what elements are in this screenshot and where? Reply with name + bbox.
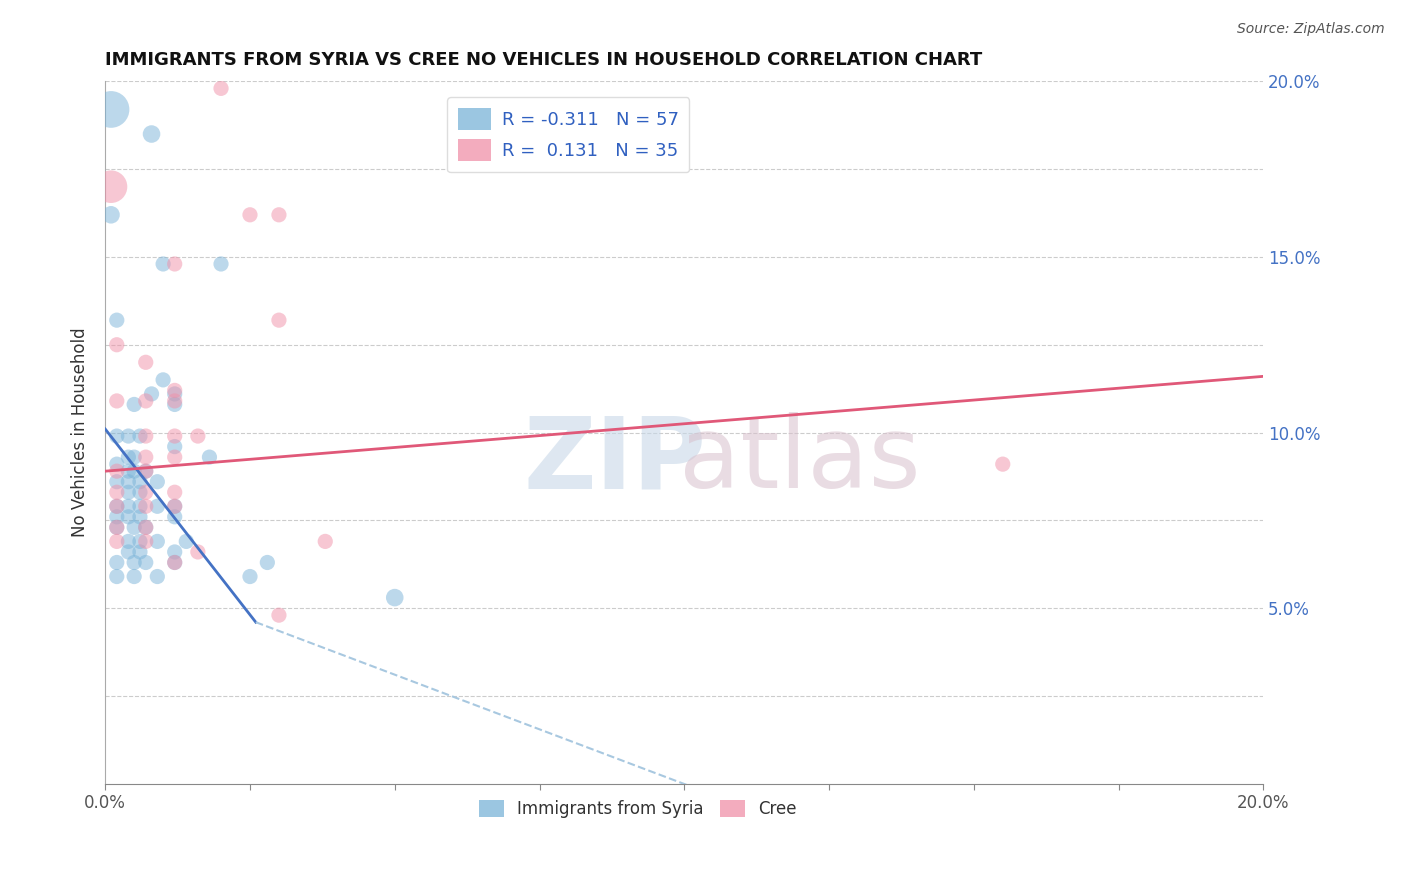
Y-axis label: No Vehicles in Household: No Vehicles in Household <box>72 327 89 537</box>
Point <box>174 534 197 549</box>
Point <box>163 429 186 443</box>
Point <box>146 500 169 514</box>
Text: Source: ZipAtlas.com: Source: ZipAtlas.com <box>1237 22 1385 37</box>
Point <box>105 556 128 570</box>
Point <box>239 208 262 222</box>
Point <box>129 509 152 524</box>
Point <box>163 393 186 408</box>
Point <box>105 520 128 534</box>
Point <box>163 509 186 524</box>
Point <box>122 569 145 583</box>
Point <box>117 475 139 489</box>
Point <box>314 534 336 549</box>
Point <box>100 103 122 117</box>
Point <box>135 520 157 534</box>
Point <box>122 520 145 534</box>
Point <box>117 500 139 514</box>
Point <box>135 429 157 443</box>
Point <box>256 556 278 570</box>
Point <box>117 545 139 559</box>
Point <box>105 313 128 327</box>
Point <box>135 520 157 534</box>
Point <box>163 545 186 559</box>
Text: atlas: atlas <box>679 412 921 509</box>
Point <box>152 373 174 387</box>
Point <box>135 355 157 369</box>
Text: ZIP: ZIP <box>523 412 706 509</box>
Point <box>105 500 128 514</box>
Point <box>105 520 128 534</box>
Point <box>100 208 122 222</box>
Point <box>117 485 139 500</box>
Point <box>117 464 139 478</box>
Point <box>135 464 157 478</box>
Point <box>122 464 145 478</box>
Point <box>105 457 128 471</box>
Point <box>129 545 152 559</box>
Point <box>163 500 186 514</box>
Text: IMMIGRANTS FROM SYRIA VS CREE NO VEHICLES IN HOUSEHOLD CORRELATION CHART: IMMIGRANTS FROM SYRIA VS CREE NO VEHICLE… <box>105 51 983 69</box>
Point <box>135 393 157 408</box>
Point <box>239 569 262 583</box>
Point <box>267 313 290 327</box>
Point <box>163 556 186 570</box>
Point <box>105 500 128 514</box>
Point <box>187 545 209 559</box>
Point <box>209 257 232 271</box>
Legend: Immigrants from Syria, Cree: Immigrants from Syria, Cree <box>472 793 804 824</box>
Point <box>152 257 174 271</box>
Point <box>129 485 152 500</box>
Point <box>105 337 128 351</box>
Point <box>141 387 163 401</box>
Point <box>991 457 1014 471</box>
Point <box>209 81 232 95</box>
Point <box>129 429 152 443</box>
Point <box>135 485 157 500</box>
Point <box>384 591 406 605</box>
Point <box>105 569 128 583</box>
Point <box>163 39 186 54</box>
Point <box>163 384 186 398</box>
Point <box>135 534 157 549</box>
Point <box>129 475 152 489</box>
Point <box>105 393 128 408</box>
Point <box>117 534 139 549</box>
Point <box>105 534 128 549</box>
Point <box>122 556 145 570</box>
Point <box>100 179 122 194</box>
Point <box>267 208 290 222</box>
Point <box>135 500 157 514</box>
Point <box>163 450 186 464</box>
Point <box>129 500 152 514</box>
Point <box>146 475 169 489</box>
Point <box>163 440 186 454</box>
Point <box>105 475 128 489</box>
Point <box>117 429 139 443</box>
Point <box>135 464 157 478</box>
Point <box>141 127 163 141</box>
Point <box>187 429 209 443</box>
Point <box>135 556 157 570</box>
Point <box>163 556 186 570</box>
Point <box>105 485 128 500</box>
Point <box>105 429 128 443</box>
Point <box>146 534 169 549</box>
Point <box>267 608 290 623</box>
Point <box>122 450 145 464</box>
Point <box>122 397 145 411</box>
Point <box>163 387 186 401</box>
Point <box>105 509 128 524</box>
Point <box>163 485 186 500</box>
Point <box>163 500 186 514</box>
Point <box>163 397 186 411</box>
Point <box>117 450 139 464</box>
Point <box>117 509 139 524</box>
Point <box>146 569 169 583</box>
Point <box>105 464 128 478</box>
Point <box>198 450 221 464</box>
Point <box>163 257 186 271</box>
Point <box>135 450 157 464</box>
Point <box>129 534 152 549</box>
